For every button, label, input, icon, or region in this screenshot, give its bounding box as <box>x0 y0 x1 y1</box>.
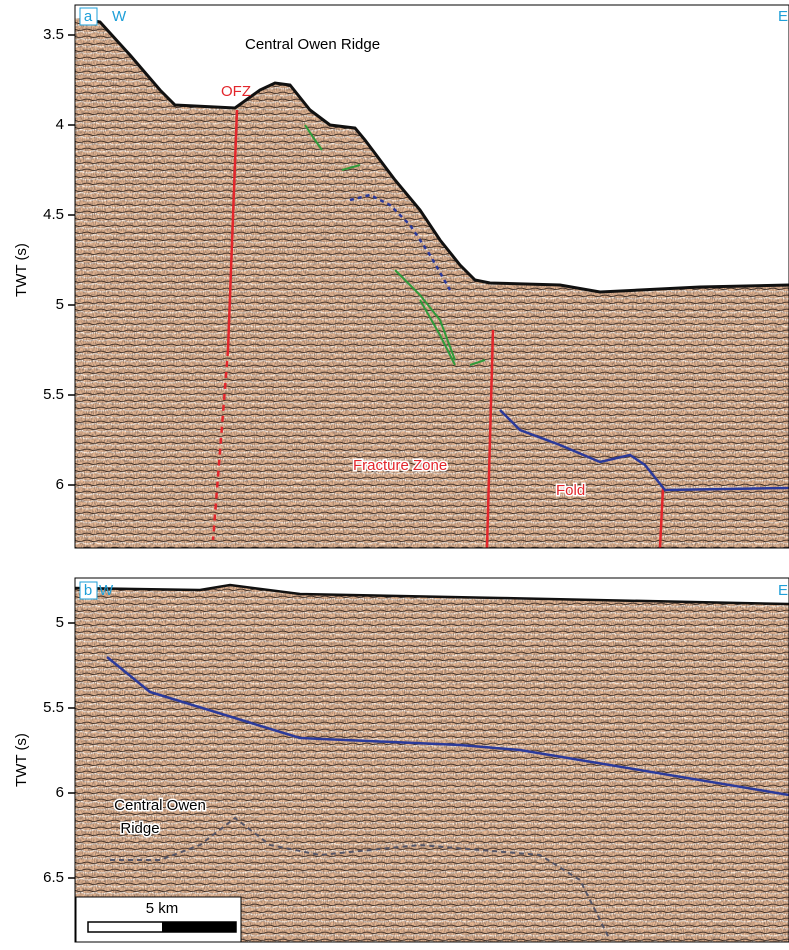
panel-label: a <box>84 8 93 25</box>
panel-label: b <box>84 582 92 599</box>
axis-title: TWT (s) <box>13 243 30 297</box>
tick-label: 4 <box>56 116 64 133</box>
east-label: E <box>778 8 788 25</box>
figure: a W E Central Owen Ridge OFZ Fracture Zo… <box>0 0 789 945</box>
tick-label: 5.5 <box>43 699 64 716</box>
scale-bar-label: 5 km <box>146 900 179 917</box>
tick-label: 5.5 <box>43 386 64 403</box>
tick-label: 3.5 <box>43 26 64 43</box>
scale-bar-fill <box>162 922 236 932</box>
tick-label: 4.5 <box>43 206 64 223</box>
annotation: Ridge <box>120 820 159 837</box>
west-label: W <box>99 582 114 599</box>
annotation: OFZ <box>221 83 251 100</box>
panel-a: a W E Central Owen Ridge OFZ Fracture Zo… <box>13 5 789 548</box>
west-label: W <box>112 8 127 25</box>
east-label: E <box>778 582 788 599</box>
seismic-noise <box>75 578 789 942</box>
annotation: Fracture Zone <box>353 457 447 474</box>
annotation: Central Owen Ridge <box>245 36 380 53</box>
tick-label: 5 <box>56 614 64 631</box>
annotation: Central Owen <box>114 797 206 814</box>
tick-label: 6 <box>56 476 64 493</box>
panel-b: b W E Central Owen Ridge 5 km TWT (s) <box>13 578 789 942</box>
axis-title: TWT (s) <box>13 733 30 787</box>
page: a W E Central Owen Ridge OFZ Fracture Zo… <box>0 0 789 945</box>
annotation: Fold <box>556 482 585 499</box>
tick-label: 6.5 <box>43 869 64 886</box>
tick-label: 5 <box>56 296 64 313</box>
tick-label: 6 <box>56 784 64 801</box>
